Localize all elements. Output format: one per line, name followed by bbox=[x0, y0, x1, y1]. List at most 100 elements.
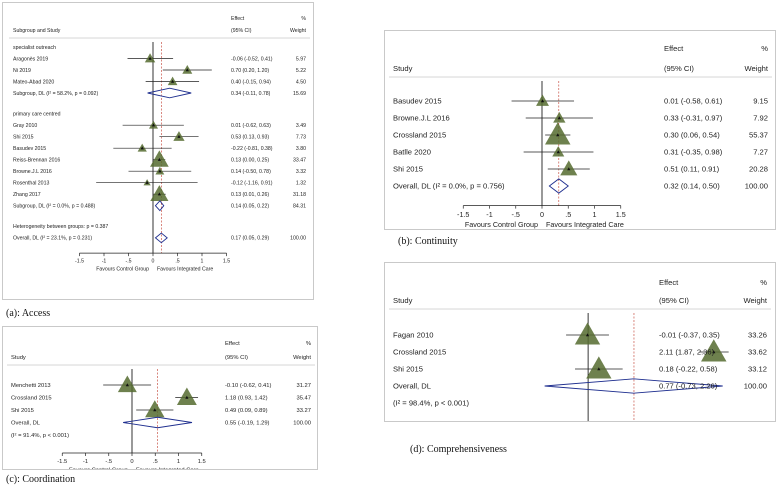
coordination-xlabel-favours-control: Favours Control Group bbox=[69, 468, 128, 470]
access-point-estimate bbox=[177, 134, 181, 138]
comprehensiveness-point-estimate bbox=[585, 333, 590, 337]
continuity-weight-value: 9.15 bbox=[753, 97, 768, 106]
access-heterogeneity-note: Heterogeneity between groups: p = 0.387 bbox=[13, 224, 108, 230]
forest-plot-continuity-svg: Study Effect (95% CI)% Weight Basudev 2015 0.… bbox=[389, 44, 772, 229]
access-effect-value: 0.53 (0.13, 0.93) bbox=[231, 135, 269, 141]
access-weight-value: 4.50 bbox=[296, 79, 306, 85]
continuity-x-tick-label: -1.5 bbox=[457, 210, 469, 219]
comprehensiveness-study-label: Fagan 2010 bbox=[393, 331, 434, 340]
access-weight-value: 5.22 bbox=[296, 68, 306, 74]
comprehensiveness-weight-value: 33.12 bbox=[748, 365, 767, 374]
forest-plot-access: Subgroup and Study Effect (95% CI)% Weight s… bbox=[2, 2, 314, 300]
access-weight-value: 3.49 bbox=[296, 123, 306, 129]
comprehensiveness-header-ci: (95% CI) bbox=[659, 296, 689, 305]
coordination-header-weight: Weight bbox=[293, 355, 311, 361]
coordination-effect-value: -0.10 (-0.62, 0.41) bbox=[225, 383, 271, 389]
forest-plot-coordination-svg: Study Effect (95% CI)% Weight Menchetti 2013… bbox=[7, 341, 315, 470]
access-effect-value: 0.14 (0.05, 0.22) bbox=[231, 204, 269, 210]
coordination-effect-value: 0.55 (-0.19, 1.29) bbox=[225, 421, 270, 427]
continuity-study-label: Batlle 2020 bbox=[393, 148, 431, 157]
continuity-weight-value: 20.28 bbox=[749, 165, 768, 174]
access-weight-value: 31.18 bbox=[293, 192, 306, 198]
continuity-study-label: Browne.J.L 2016 bbox=[393, 114, 450, 123]
continuity-point-estimate bbox=[540, 99, 545, 103]
access-x-tick-label: -.5 bbox=[125, 258, 131, 264]
access-header-ci: (95% CI) bbox=[231, 28, 252, 34]
access-subgroup-total-label: Subgroup, DL (I² = 58.2%, p = 0.092) bbox=[13, 91, 98, 97]
access-x-tick-label: -1.5 bbox=[75, 258, 84, 264]
continuity-effect-value: 0.30 (0.06, 0.54) bbox=[664, 131, 720, 140]
continuity-overall-label: Overall, DL (I² = 0.0%, p = 0.756) bbox=[393, 182, 505, 191]
comprehensiveness-effect-value: 0.18 (-0.22, 0.58) bbox=[659, 365, 718, 374]
coordination-effect-value: 0.49 (0.09, 0.89) bbox=[225, 408, 268, 414]
comprehensiveness-header-study: Study bbox=[393, 296, 413, 305]
coordination-weight-value: 100.00 bbox=[293, 421, 311, 427]
continuity-x-tick-label: 0 bbox=[540, 210, 544, 219]
coordination-x-tick-label: .5 bbox=[153, 459, 158, 465]
access-point-estimate bbox=[151, 123, 156, 127]
access-x-tick-label: -1 bbox=[102, 258, 107, 264]
coordination-x-tick-label: -1.5 bbox=[57, 459, 67, 465]
access-study-label: Shi 2015 bbox=[13, 135, 34, 141]
continuity-header-ci: (95% CI) bbox=[664, 64, 694, 73]
continuity-overall-diamond bbox=[548, 178, 569, 194]
access-weight-value: 100.00 bbox=[290, 236, 306, 242]
comprehensiveness-effect-value: 2.11 (1.87, 2.36) bbox=[659, 348, 715, 357]
comprehensiveness-point-estimate bbox=[597, 367, 601, 371]
continuity-study-label: Crossland 2015 bbox=[393, 131, 446, 140]
continuity-effect-value: 0.51 (0.11, 0.91) bbox=[664, 165, 720, 174]
coordination-overall-label: Overall, DL bbox=[11, 421, 41, 427]
access-xlabel-favours-control: Favours Control Group bbox=[96, 267, 149, 273]
continuity-weight-value: 55.37 bbox=[749, 131, 768, 140]
forest-plot-access-svg: Subgroup and Study Effect (95% CI)% Weight s… bbox=[9, 16, 310, 273]
comprehensiveness-point-estimate bbox=[712, 350, 716, 354]
continuity-header-weight: Weight bbox=[745, 64, 769, 73]
continuity-point-estimate bbox=[567, 167, 571, 171]
comprehensiveness-effect-value: 0.77 (-0.73, 2.26) bbox=[659, 382, 718, 391]
comprehensiveness-weight-value: 33.62 bbox=[748, 348, 767, 357]
comprehensiveness-header-percent: % bbox=[760, 278, 767, 287]
continuity-weight-value: 7.27 bbox=[753, 148, 768, 157]
access-weight-value: 7.73 bbox=[296, 135, 306, 141]
coordination-heterogeneity-note: (I² = 91.4%, p < 0.001) bbox=[11, 433, 69, 439]
continuity-point-estimate bbox=[557, 116, 561, 120]
coordination-point-estimate bbox=[125, 383, 129, 387]
access-weight-value: 3.80 bbox=[296, 146, 306, 152]
comprehensiveness-weight-value: 33.26 bbox=[748, 331, 767, 340]
coordination-overall-diamond bbox=[123, 416, 193, 429]
access-weight-value: 3.32 bbox=[296, 169, 306, 175]
continuity-x-tick-label: -.5 bbox=[512, 210, 520, 219]
access-point-estimate bbox=[145, 180, 149, 184]
access-study-label: Mateo-Abad 2020 bbox=[13, 79, 54, 85]
access-x-tick-label: 0 bbox=[152, 258, 155, 264]
caption-comprehensiveness: (d): Comprehensiveness bbox=[410, 444, 507, 455]
access-weight-value: 84.31 bbox=[293, 204, 306, 210]
comprehensiveness-heterogeneity-note: (I² = 98.4%, p < 0.001) bbox=[393, 399, 469, 408]
continuity-study-label: Shi 2015 bbox=[393, 165, 423, 174]
caption-coordination: (c): Coordination bbox=[6, 474, 76, 485]
access-overall-label: Overall, DL (I² = 23.1%, p = 0.231) bbox=[13, 236, 92, 242]
access-header-percent: % bbox=[301, 16, 306, 22]
access-study-label: Rosenthal 2013 bbox=[13, 181, 49, 187]
access-study-label: Aragonès 2019 bbox=[13, 56, 48, 62]
comprehensiveness-header-weight: Weight bbox=[744, 296, 768, 305]
access-point-estimate bbox=[148, 56, 152, 60]
continuity-study-label: Basudev 2015 bbox=[393, 97, 442, 106]
access-weight-value: 15.69 bbox=[293, 91, 306, 97]
access-effect-value: -0.12 (-1.16, 0.91) bbox=[231, 181, 273, 187]
access-point-estimate bbox=[185, 68, 189, 72]
coordination-point-estimate bbox=[185, 395, 189, 399]
access-xlabel-favours-integrated: Favours Integrated Care bbox=[157, 267, 213, 273]
comprehensiveness-effect-value: -0.01 (-0.37, 0.35) bbox=[659, 331, 720, 340]
coordination-study-label: Shi 2015 bbox=[11, 408, 34, 414]
coordination-header-study: Study bbox=[11, 355, 26, 361]
comprehensiveness-overall-diamond bbox=[544, 378, 723, 394]
access-study-label: Browne.J.L 2016 bbox=[13, 169, 52, 175]
access-header-weight: Weight bbox=[290, 28, 307, 34]
continuity-effect-value: 0.31 (-0.35, 0.98) bbox=[664, 148, 723, 157]
coordination-x-tick-label: 1 bbox=[177, 459, 180, 465]
access-study-label: Zhang 2017 bbox=[13, 192, 41, 198]
comprehensiveness-study-label: Crossland 2015 bbox=[393, 348, 446, 357]
caption-access: (a): Access bbox=[6, 308, 51, 319]
coordination-x-tick-label: 0 bbox=[130, 459, 133, 465]
